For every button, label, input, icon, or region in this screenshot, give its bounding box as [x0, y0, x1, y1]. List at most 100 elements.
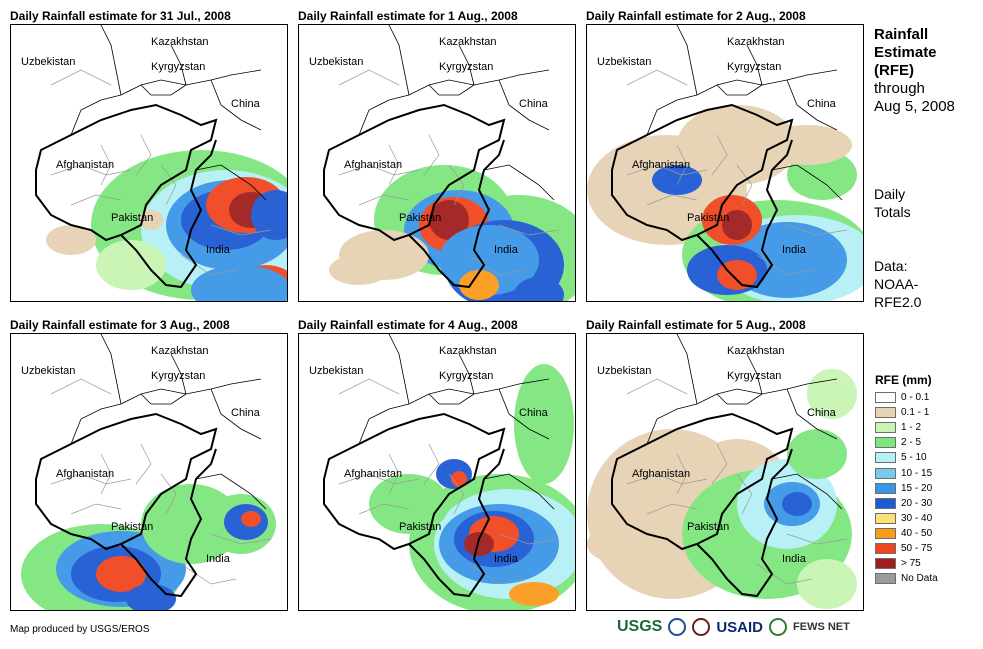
map-label-kyrgyzstan: Kyrgyzstan [727, 61, 781, 73]
map-canvas: Kazakhstan Uzbekistan Kyrgyzstan China Afgha… [299, 334, 575, 610]
rainfall-area [717, 260, 757, 290]
legend-item: 5 - 10 [875, 450, 938, 465]
legend-swatch [875, 542, 896, 554]
map-label-afghanistan: Afghanistan [632, 159, 690, 171]
rainfall-area [807, 369, 857, 419]
legend-swatch [875, 452, 896, 464]
panel-title-5: Daily Rainfall estimate for 4 Aug., 2008 [298, 318, 518, 332]
legend-item: > 75 [875, 556, 938, 571]
legend: 0 - 0.1 0.1 - 1 1 - 2 2 - 5 5 - 10 10 - 15 15 … [875, 390, 938, 586]
rainfall-area [251, 190, 287, 240]
legend-swatch [875, 573, 896, 585]
rainfall-area [514, 277, 564, 301]
map-label-kazakhstan: Kazakhstan [439, 345, 496, 357]
map-label-kyrgyzstan: Kyrgyzstan [727, 370, 781, 382]
rainfall-map-31jul: Kazakhstan Uzbekistan Kyrgyzstan China Afgha… [10, 24, 288, 302]
panel-title-4: Daily Rainfall estimate for 3 Aug., 2008 [10, 318, 230, 332]
country-border [358, 378, 550, 445]
map-label-uzbekistan: Uzbekistan [309, 365, 363, 377]
map-label-kazakhstan: Kazakhstan [439, 36, 496, 48]
country-border [746, 44, 763, 86]
daily-totals-note: Daily Totals [874, 185, 911, 221]
map-label-india: India [782, 244, 807, 256]
country-border [483, 164, 555, 201]
country-border [676, 334, 698, 405]
legend-swatch [875, 407, 896, 419]
country-border [388, 25, 410, 96]
legend-item: 50 - 75 [875, 541, 938, 556]
map-label-india: India [494, 553, 519, 565]
map-canvas: Kazakhstan Uzbekistan Kyrgyzstan China Afgha… [299, 25, 575, 301]
country-border [210, 79, 262, 131]
usgs-logo: USGS [617, 618, 663, 635]
country-border [195, 473, 267, 510]
country-border [771, 164, 843, 201]
rainfall-area [96, 240, 166, 290]
legend-title: RFE (mm) [875, 373, 932, 387]
map-label-india: India [206, 553, 231, 565]
legend-item: 2 - 5 [875, 435, 938, 450]
country-border [35, 412, 218, 551]
map-label-china: China [519, 98, 549, 110]
rfe-title-line5: Aug 5, 2008 [874, 98, 955, 115]
country-border [358, 69, 550, 136]
map-label-india: India [206, 244, 231, 256]
legend-label: No Data [901, 573, 938, 585]
map-label-india: India [494, 244, 519, 256]
map-label-afghanistan: Afghanistan [344, 159, 402, 171]
map-label-uzbekistan: Uzbekistan [21, 365, 75, 377]
legend-item: 10 - 15 [875, 465, 938, 480]
noaa-seal-icon [668, 618, 687, 636]
rainfall-map-1aug: Kazakhstan Uzbekistan Kyrgyzstan China Afgha… [298, 24, 576, 302]
rfe-title-line1: Rainfall [874, 26, 929, 43]
legend-label: 50 - 75 [901, 542, 933, 554]
legend-swatch [875, 558, 896, 570]
rfe-title-line3: (RFE) [874, 62, 914, 79]
country-border [786, 388, 838, 440]
legend-swatch [875, 437, 896, 449]
legend-label: 1 - 2 [901, 422, 922, 434]
rainfall-area [677, 105, 797, 185]
legend-label: 15 - 20 [901, 482, 933, 494]
legend-label: 30 - 40 [901, 512, 933, 524]
legend-item: 30 - 40 [875, 511, 938, 526]
rainfall-area [509, 582, 559, 606]
logo-strip: USGS USAID FEWS NET [617, 618, 850, 636]
legend-item: No Data [875, 571, 938, 586]
country-border [35, 103, 218, 242]
daily-line2: Totals [874, 204, 911, 220]
rainfall-area [139, 210, 163, 230]
rainfall-map-2aug: Kazakhstan Uzbekistan Kyrgyzstan China Afgha… [586, 24, 864, 302]
legend-swatch [875, 497, 896, 509]
legend-item: 0 - 0.1 [875, 390, 938, 405]
legend-swatch [875, 512, 896, 524]
country-border [458, 44, 475, 86]
legend-label: > 75 [901, 558, 921, 570]
panel-title-1: Daily Rainfall estimate for 31 Jul., 200… [10, 9, 231, 23]
rainfall-area [514, 364, 574, 484]
country-border [170, 353, 187, 395]
rainfall-area [652, 165, 702, 195]
country-border [210, 388, 262, 440]
legend-label: 0.1 - 1 [901, 407, 930, 419]
map-canvas: Kazakhstan Uzbekistan Kyrgyzstan China Afgha… [11, 334, 287, 610]
rainfall-area [369, 474, 449, 534]
usda-seal-icon [692, 618, 711, 636]
map-canvas: Kazakhstan Uzbekistan Kyrgyzstan China Afgha… [587, 334, 863, 610]
map-label-china: China [519, 407, 549, 419]
map-label-kazakhstan: Kazakhstan [151, 345, 208, 357]
country-border [611, 412, 794, 551]
map-label-kazakhstan: Kazakhstan [727, 36, 784, 48]
map-label-china: China [231, 407, 261, 419]
legend-item: 0.1 - 1 [875, 405, 938, 420]
panel-title-2: Daily Rainfall estimate for 1 Aug., 2008 [298, 9, 518, 23]
country-border [428, 393, 475, 405]
rainfall-area [459, 270, 499, 300]
legend-label: 20 - 30 [901, 497, 933, 509]
country-border [716, 393, 763, 405]
country-border [498, 388, 550, 440]
map-label-uzbekistan: Uzbekistan [597, 365, 651, 377]
rainfall-area [96, 556, 146, 592]
rainfall-area [451, 471, 467, 487]
map-canvas: Kazakhstan Uzbekistan Kyrgyzstan China Afgha… [11, 25, 287, 301]
